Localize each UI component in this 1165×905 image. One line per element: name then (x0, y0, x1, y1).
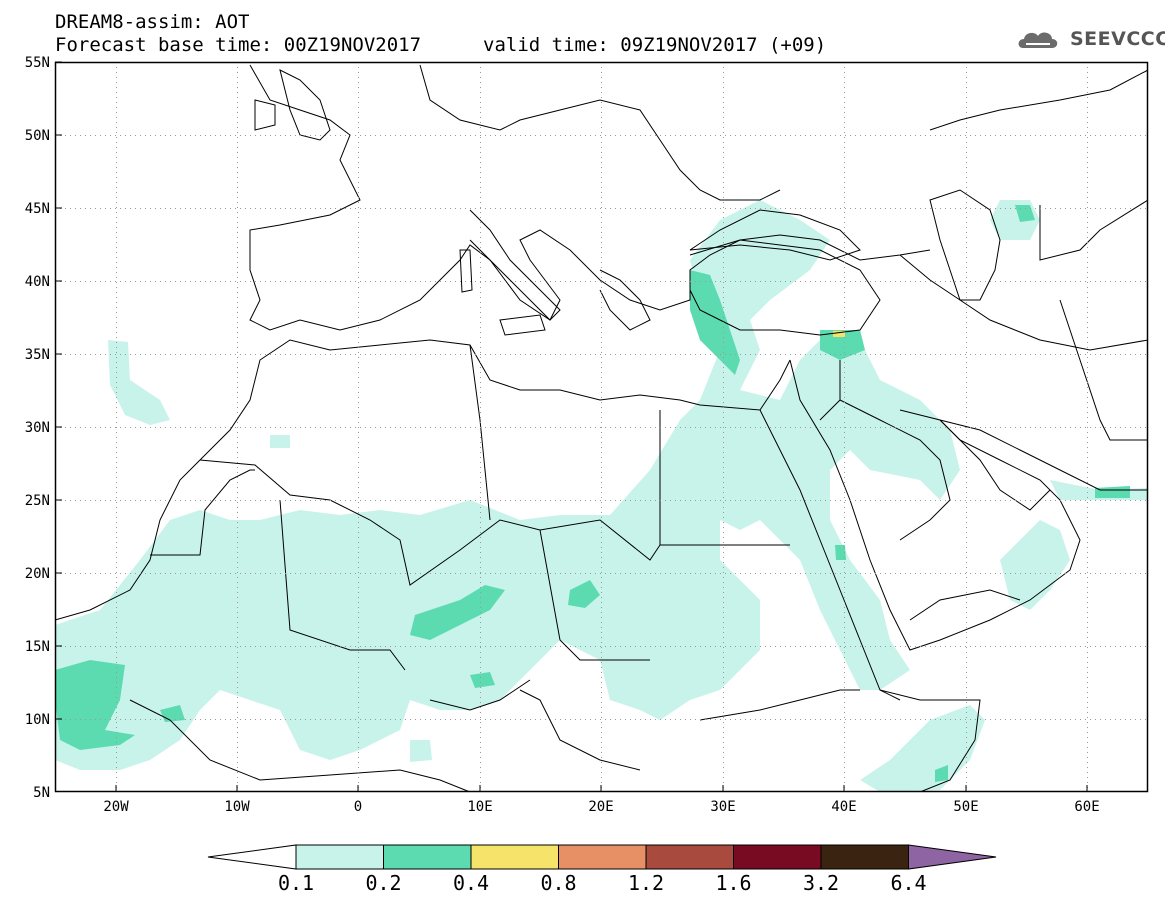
latitude-labels: 55N 50N 45N 40N 35N 30N 25N 20N 15N 10N … (25, 55, 50, 801)
colorbar-box (295, 844, 384, 870)
lat-label: 50N (25, 128, 50, 144)
lat-label: 40N (25, 274, 50, 290)
lat-label: 45N (25, 201, 50, 217)
lat-label: 35N (25, 347, 50, 363)
colorbar-label: 6.4 (890, 871, 926, 895)
colorbar-box (820, 844, 909, 870)
lon-label: 60E (1074, 799, 1099, 815)
lon-label: 10E (467, 799, 492, 815)
colorbar-low-triangle (207, 844, 297, 870)
cloud-logo-icon (1018, 32, 1058, 48)
graticule (55, 62, 1148, 792)
colorbar-label: 0.8 (540, 871, 576, 895)
lat-label: 25N (25, 493, 50, 509)
coastlines (55, 64, 1148, 792)
colorbar-label: 0.2 (365, 871, 401, 895)
logo-text: SEEVCCC (1070, 28, 1165, 50)
lon-label: 20W (103, 799, 129, 815)
longitude-labels: 20W 10W 0 10E 20E 30E 40E 50E 60E (103, 799, 1099, 815)
colorbar-box (558, 844, 647, 870)
lat-label: 55N (25, 55, 50, 71)
lon-label: 30E (710, 799, 735, 815)
forecast-base-time: Forecast base time: 00Z19NOV2017 (55, 34, 422, 56)
colorbar-box (383, 844, 472, 870)
map-title: DREAM8-assim: AOT (55, 11, 250, 33)
axis-ticks (55, 61, 1088, 792)
lat-label: 30N (25, 420, 50, 436)
colorbar (207, 844, 997, 870)
colorbar-label: 1.6 (715, 871, 751, 895)
colorbar-label: 0.4 (453, 871, 489, 895)
aot-shading (55, 200, 1148, 792)
lat-label: 20N (25, 566, 50, 582)
colorbar-box (470, 844, 559, 870)
lon-label: 40E (831, 799, 856, 815)
lon-label: 10W (224, 799, 250, 815)
colorbar-labels: 0.1 0.2 0.4 0.8 1.2 1.6 3.2 6.4 (278, 871, 927, 895)
colorbar-box (645, 844, 734, 870)
lat-label: 15N (25, 639, 50, 655)
colorbar-label: 3.2 (803, 871, 839, 895)
lat-label: 5N (33, 785, 50, 801)
valid-time: valid time: 09Z19NOV2017 (+09) (483, 34, 827, 56)
lon-label: 20E (588, 799, 613, 815)
colorbar-box (733, 844, 822, 870)
lat-label: 10N (25, 712, 50, 728)
lon-label: 0 (354, 799, 362, 815)
lon-label: 50E (953, 799, 978, 815)
colorbar-label: 0.1 (278, 871, 314, 895)
colorbar-high-triangle (908, 844, 997, 870)
colorbar-label: 1.2 (628, 871, 664, 895)
